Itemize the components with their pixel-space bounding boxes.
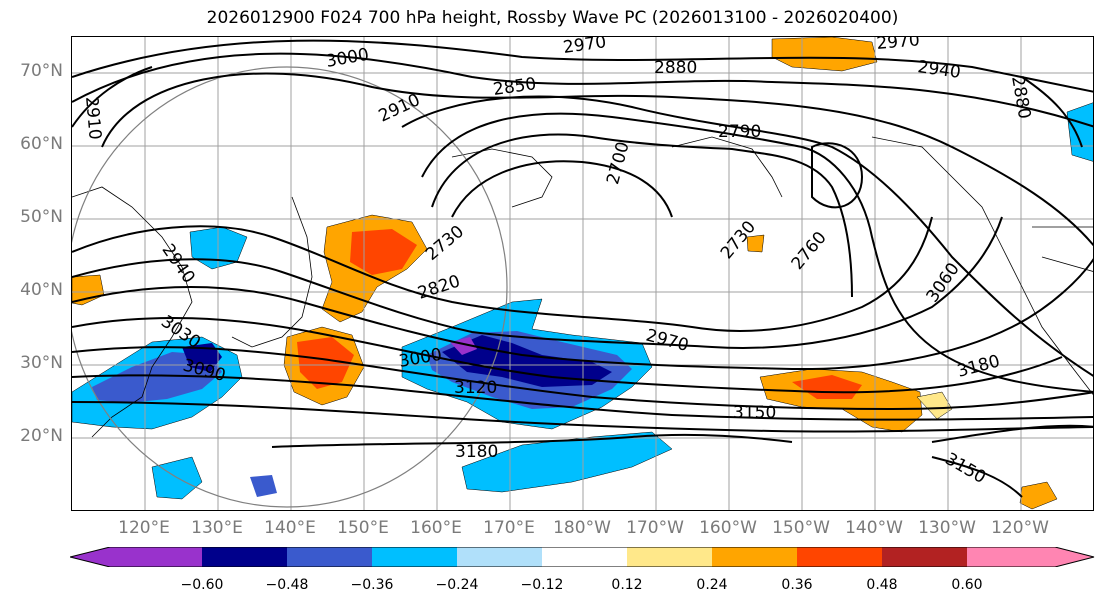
map-title: 2026012900 F024 700 hPa height, Rossby W… bbox=[206, 8, 899, 28]
colorbar-tick: 0.24 bbox=[696, 577, 728, 593]
contour-label: 2970 bbox=[644, 326, 691, 357]
map-canvas: 3000 2970 2880 2970 2940 2910 2910 2850 … bbox=[72, 37, 1093, 510]
colorbar-bin bbox=[287, 547, 372, 567]
fill-orange-bering bbox=[746, 234, 765, 253]
map-panel: 3000 2970 2880 2970 2940 2910 2910 2850 … bbox=[71, 36, 1094, 511]
lon-label-160w: 160°W bbox=[699, 518, 757, 538]
lat-label-30n: 30°N bbox=[20, 353, 63, 373]
contour-label: 2700 bbox=[603, 140, 634, 187]
colorbar-bin bbox=[542, 547, 627, 567]
lat-label-20n: 20°N bbox=[20, 426, 63, 446]
colorbar-tick: −0.36 bbox=[350, 577, 394, 593]
colorbar-tick: −0.60 bbox=[180, 577, 224, 593]
lon-label-170e: 170°E bbox=[483, 518, 535, 538]
contour-label: 2730 bbox=[422, 222, 468, 265]
contour-label: 2790 bbox=[718, 122, 761, 142]
fill-purple-central bbox=[450, 337, 477, 355]
lon-label-120e: 120°E bbox=[118, 518, 170, 538]
contour-label: 3180 bbox=[455, 442, 498, 462]
contour-label: 2760 bbox=[788, 228, 831, 274]
colorbar-extend-high bbox=[967, 547, 1094, 567]
fill-orange-se bbox=[1019, 481, 1058, 510]
contour-label: 3150 bbox=[942, 449, 989, 488]
lon-label-180w: 180°W bbox=[553, 518, 611, 538]
colorbar-bin bbox=[882, 547, 967, 567]
colorbar-bin bbox=[627, 547, 712, 567]
colorbar-tick: 0.60 bbox=[951, 577, 983, 593]
contour-label: 2880 bbox=[1007, 74, 1034, 120]
colorbar bbox=[70, 547, 1095, 567]
lon-label-150w: 150°W bbox=[772, 518, 830, 538]
colorbar-tick: 0.12 bbox=[611, 577, 643, 593]
fill-cyan-ne bbox=[1066, 102, 1093, 162]
fill-red-okhotsk bbox=[350, 229, 417, 275]
contour-label: 3120 bbox=[454, 378, 497, 398]
contour-label: 2910 bbox=[81, 96, 105, 141]
colorbar-bin bbox=[457, 547, 542, 567]
colorbar-bin bbox=[202, 547, 287, 567]
colorbar-extend-low bbox=[70, 547, 202, 567]
colorbar-bin bbox=[712, 547, 797, 567]
reference-circle bbox=[72, 66, 508, 508]
lat-label-70n: 70°N bbox=[20, 61, 63, 81]
lat-label-50n: 50°N bbox=[20, 207, 63, 227]
colorbar-tick: −0.12 bbox=[520, 577, 564, 593]
colorbar-bin bbox=[372, 547, 457, 567]
lat-label-60n: 60°N bbox=[20, 134, 63, 154]
lon-label-150e: 150°E bbox=[337, 518, 389, 538]
lon-label-160e: 160°E bbox=[410, 518, 462, 538]
height-contours bbox=[72, 39, 1093, 498]
lon-label-170w: 170°W bbox=[626, 518, 684, 538]
contour-label: 2970 bbox=[876, 37, 921, 54]
colorbar-tick: −0.24 bbox=[435, 577, 479, 593]
colorbar-tick: 0.36 bbox=[781, 577, 813, 593]
graticule bbox=[72, 37, 1093, 510]
colorbar-tick: −0.48 bbox=[265, 577, 309, 593]
contour-label: 2880 bbox=[654, 58, 697, 78]
lon-label-130w: 130°W bbox=[918, 518, 976, 538]
lat-label-40n: 40°N bbox=[20, 280, 63, 300]
colorbar-bin bbox=[797, 547, 882, 567]
colorbar-tick: 0.48 bbox=[866, 577, 898, 593]
contour-label: 2910 bbox=[376, 90, 424, 126]
lon-label-140w: 140°W bbox=[845, 518, 903, 538]
contour-label: 3150 bbox=[733, 403, 776, 423]
fill-blue-sw bbox=[250, 475, 277, 497]
contour-label: 2970 bbox=[562, 37, 608, 58]
lon-label-120w: 120°W bbox=[991, 518, 1049, 538]
contour-label: 2940 bbox=[916, 57, 962, 83]
lon-label-130e: 130°E bbox=[191, 518, 243, 538]
fill-red-east-japan bbox=[297, 337, 354, 389]
contour-label: 3060 bbox=[923, 259, 964, 306]
lon-label-140e: 140°E bbox=[264, 518, 316, 538]
fill-yellow-hawaii bbox=[916, 391, 953, 420]
fill-orange-ne bbox=[771, 37, 878, 72]
